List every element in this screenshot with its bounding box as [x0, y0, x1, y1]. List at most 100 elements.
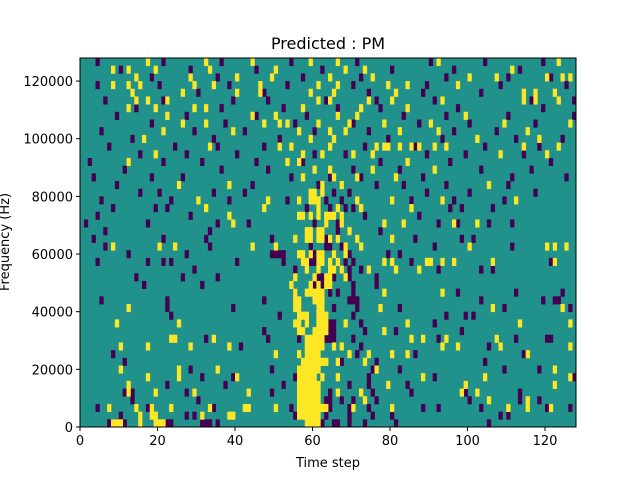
heatmap-cell-low [560, 134, 565, 143]
heatmap-cell-low [479, 265, 484, 274]
heatmap-cell-low [238, 342, 244, 351]
heatmap-cell-low [436, 334, 441, 343]
heatmap-cell-low [262, 142, 267, 151]
heatmap-cell-high [308, 227, 313, 236]
heatmap-cell-high [308, 334, 313, 343]
heatmap-cell-high [297, 157, 302, 167]
heatmap-cell-low [130, 396, 135, 405]
heatmap-cell-low [424, 188, 430, 197]
heatmap-cell-low [529, 165, 534, 174]
heatmap-cell-low [192, 265, 197, 274]
heatmap-cell-low [331, 304, 337, 313]
heatmap-cell-low [463, 150, 468, 159]
heatmap-cell-low [122, 419, 127, 428]
heatmap-cell-low [490, 265, 496, 274]
heatmap-cell-low [215, 419, 220, 428]
heatmap-cell-high [328, 211, 333, 220]
heatmap-cell-high [180, 119, 186, 128]
heatmap-cell-low [312, 219, 317, 228]
heatmap-cell-high [312, 334, 317, 343]
heatmap-cell-high [300, 257, 306, 266]
heatmap-cell-high [475, 388, 480, 397]
heatmap-cell-high [467, 73, 472, 82]
heatmap-cell-low [347, 419, 352, 428]
heatmap-cell-high [324, 403, 329, 413]
heatmap-cell-low [351, 396, 356, 405]
heatmap-cell-low [362, 419, 368, 428]
heatmap-cell-low [281, 257, 286, 266]
heatmap-cell-low [351, 296, 356, 305]
heatmap-cell-low [541, 104, 546, 113]
heatmap-cell-high [343, 127, 348, 136]
heatmap-cell-high [196, 196, 201, 205]
heatmap-cell-high [382, 257, 387, 266]
heatmap-cell-high [304, 342, 310, 351]
heatmap-cell-high [300, 311, 306, 320]
heatmap-cell-high [297, 411, 302, 420]
heatmap-cell-high [297, 311, 302, 320]
heatmap-cell-high [300, 327, 306, 336]
heatmap-cell-high [498, 342, 503, 351]
heatmap-cell-low [169, 257, 174, 266]
heatmap-cell-low [262, 327, 267, 336]
heatmap-cell-low [130, 134, 135, 143]
heatmap-cell-high [548, 403, 554, 413]
heatmap-cell-high [188, 73, 193, 82]
heatmap-cell-high [463, 380, 468, 389]
heatmap-cell-low [432, 242, 437, 251]
heatmap-cell-low [328, 173, 333, 182]
heatmap-cell-high [161, 127, 166, 136]
heatmap-cell-low [347, 265, 352, 274]
x-tick-label: 120 [533, 434, 558, 449]
x-tick-label: 60 [304, 434, 321, 449]
heatmap-cell-high [401, 219, 406, 228]
heatmap-cell-low [99, 296, 104, 305]
heatmap-cell-high [335, 388, 341, 397]
heatmap-cell-low [223, 119, 228, 128]
heatmap-cell-high [304, 234, 310, 243]
heatmap-cell-high [440, 196, 445, 205]
heatmap-cell-low [308, 242, 313, 251]
y-axis-label: Frequency (Hz) [0, 193, 13, 291]
heatmap-cell-low [366, 380, 372, 389]
heatmap-cell-high [335, 257, 341, 266]
heatmap-cell-high [316, 388, 321, 397]
heatmap-cell-high [192, 104, 197, 113]
heatmap-cell-low [157, 188, 162, 197]
heatmap-cell-low [444, 311, 449, 320]
heatmap-cell-high [328, 96, 333, 105]
heatmap-cell-low [111, 204, 116, 213]
heatmap-cell-high [300, 403, 306, 413]
heatmap-cell-high [304, 319, 310, 328]
heatmap-cell-low [204, 334, 209, 343]
heatmap-cell-low [335, 419, 341, 428]
heatmap-cell-high [316, 357, 321, 366]
heatmap-cell-low [335, 219, 341, 228]
heatmap-cell-low [285, 196, 290, 205]
heatmap-cell-low [355, 350, 360, 359]
y-axis: 0 20000 40000 60000 80000 100000 120000 [23, 75, 80, 436]
heatmap-cell-high [328, 280, 333, 290]
heatmap-cell-low [444, 73, 449, 82]
heatmap-cell-low [169, 419, 174, 428]
heatmap-cell-high [246, 403, 251, 413]
heatmap-cell-low [219, 165, 224, 174]
heatmap-cell-high [308, 196, 313, 205]
heatmap-cell-low [161, 96, 166, 105]
heatmap-cell-high [134, 73, 139, 82]
heatmap-cell-low [250, 181, 255, 190]
heatmap-cell-high [227, 181, 232, 190]
heatmap-cell-low [87, 157, 93, 167]
y-tick-label: 40000 [32, 306, 73, 321]
heatmap-cell-low [169, 196, 174, 205]
heatmap-cell-high [556, 96, 561, 105]
heatmap-cell-low [157, 81, 162, 90]
heatmap-cell-low [413, 142, 418, 151]
heatmap-cell-low [568, 304, 573, 313]
heatmap-cell-high [188, 342, 193, 351]
heatmap-cell-high [537, 134, 542, 143]
heatmap-cell-high [308, 419, 313, 428]
heatmap-cell-high [324, 219, 329, 228]
heatmap-cell-low [455, 219, 461, 228]
heatmap-cell-high [316, 334, 321, 343]
